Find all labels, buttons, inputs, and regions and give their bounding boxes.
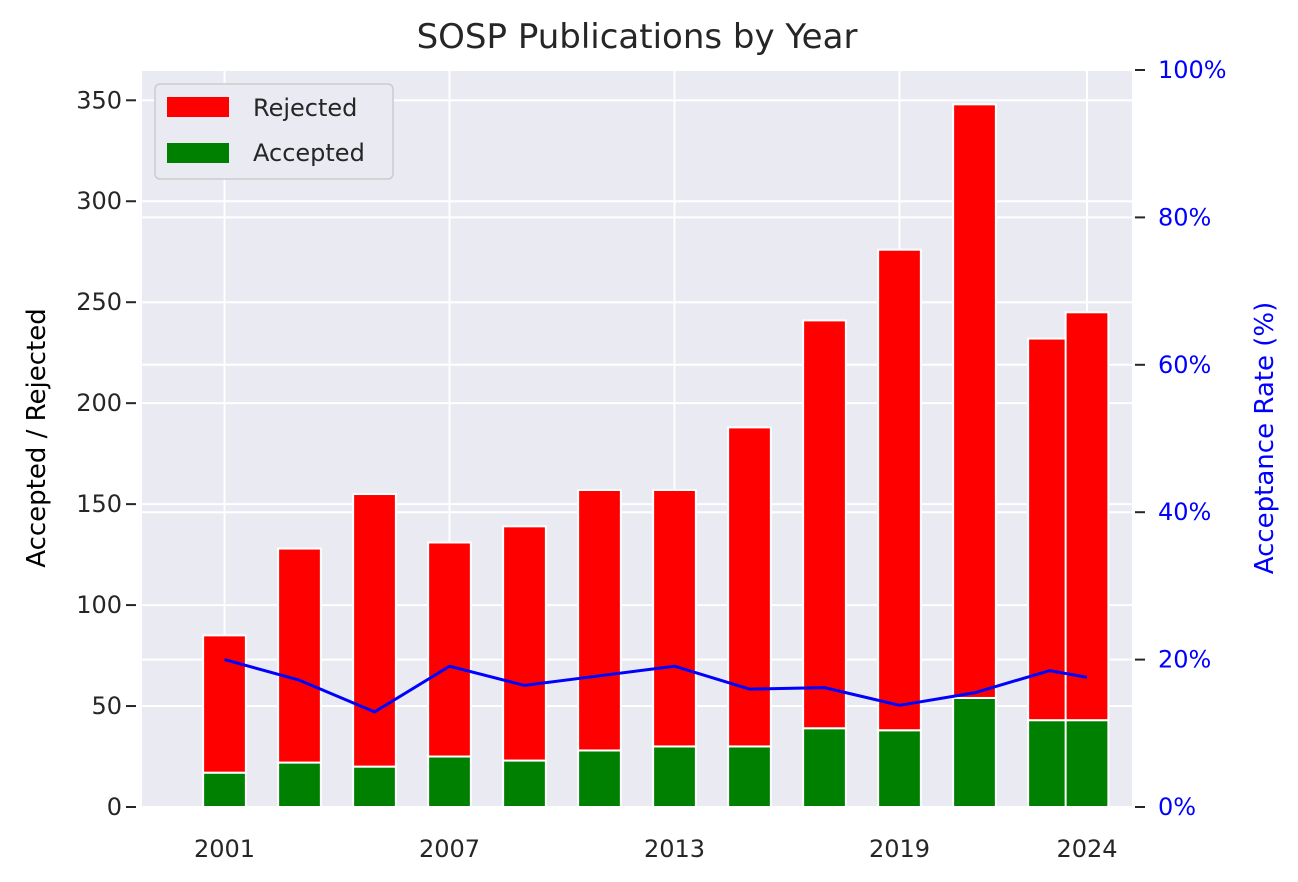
chart-title: SOSP Publications by Year [417, 17, 858, 57]
bar-rejected-2019 [877, 248, 922, 732]
acceptance-rate-line [224, 658, 1088, 714]
bar-accepted-2003 [277, 761, 322, 808]
x-tick-label-0: 2001 [194, 835, 255, 863]
bar-rejected-2001 [202, 634, 247, 774]
bar-accepted-2009 [502, 759, 547, 808]
y2-tick-label-1: 20% [1158, 646, 1211, 674]
acceptance-rate-polyline [224, 658, 1088, 714]
x-tick-label-3: 2019 [869, 835, 930, 863]
y-tick-label-6: 300 [76, 187, 122, 215]
right-axis: 0% 20% 40% 60% 80% 100% [1135, 56, 1227, 821]
bar-rejected-2023 [1027, 337, 1072, 722]
y-tick-label-4: 200 [76, 389, 122, 417]
bar-accepted-2007 [427, 755, 472, 809]
bar-rejected-2013 [652, 488, 697, 748]
bars [202, 103, 1110, 809]
bar-rejected-2015 [727, 426, 772, 748]
legend-swatch-rejected [167, 97, 229, 117]
legend-swatch-accepted [167, 143, 229, 163]
y-tick-label-7: 350 [76, 86, 122, 114]
bar-accepted-2011 [577, 749, 622, 808]
y2-tick-label-0: 0% [1158, 793, 1196, 821]
y-tick-label-5: 250 [76, 288, 122, 316]
left-axis: 0 50 100 150 200 250 300 350 [76, 86, 136, 821]
bar-accepted-2001 [202, 771, 247, 808]
bar-rejected-2011 [577, 488, 622, 752]
y-axis-label: Accepted / Rejected [22, 308, 52, 568]
legend: Rejected Accepted [154, 83, 394, 180]
bar-rejected-2009 [502, 525, 547, 762]
bar-accepted-2013 [652, 745, 697, 809]
y2-tick-label-3: 60% [1158, 351, 1211, 379]
y-tick-label-1: 50 [91, 692, 122, 720]
bar-accepted-2021 [952, 696, 997, 808]
y2-tick-label-2: 40% [1158, 498, 1211, 526]
x-tick-label-1: 2007 [419, 835, 480, 863]
bar-rejected-2024 [1064, 311, 1110, 722]
bar-accepted-2024 [1064, 719, 1110, 809]
y-tick-label-0: 0 [107, 793, 122, 821]
bar-rejected-2017 [802, 319, 847, 730]
bar-accepted-2019 [877, 729, 922, 809]
y-tick-label-3: 150 [76, 490, 122, 518]
bar-accepted-2017 [802, 727, 847, 809]
bar-rejected-2007 [427, 541, 472, 758]
y2-axis-label: Acceptance Rate (%) [1250, 302, 1280, 574]
bottom-axis: 2001 2007 2013 2019 2024 [194, 835, 1118, 863]
x-tick-label-2: 2013 [644, 835, 705, 863]
legend-label-rejected: Rejected [253, 94, 357, 122]
legend-label-accepted: Accepted [253, 139, 365, 167]
x-tick-label-4: 2024 [1056, 835, 1117, 863]
bar-accepted-2005 [352, 765, 397, 809]
bar-rejected-2003 [277, 547, 322, 764]
y2-tick-label-4: 80% [1158, 203, 1211, 231]
bar-accepted-2023 [1027, 719, 1072, 809]
y-tick-label-2: 100 [76, 591, 122, 619]
y2-tick-label-5: 100% [1158, 56, 1227, 84]
bar-accepted-2015 [727, 745, 772, 809]
bar-rejected-2005 [352, 493, 397, 768]
bar-rejected-2021 [952, 103, 997, 699]
